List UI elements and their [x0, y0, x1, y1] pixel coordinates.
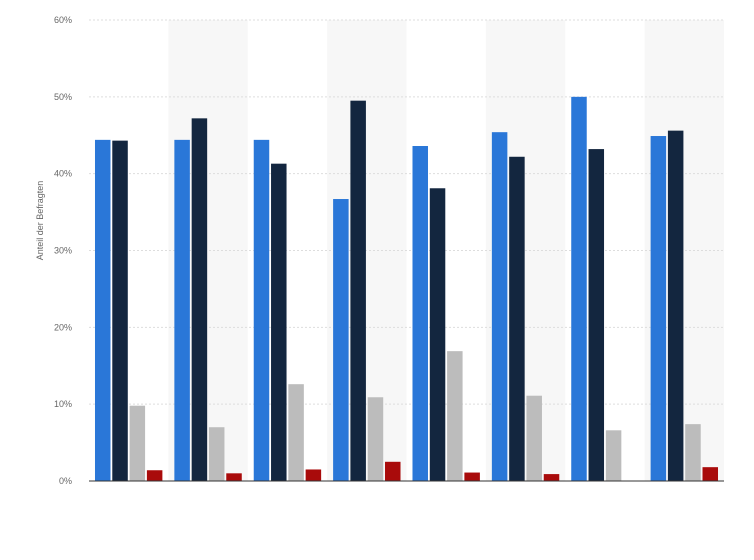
- bar[interactable]: [526, 395, 542, 481]
- y-tick-label: 40%: [54, 169, 72, 179]
- bar[interactable]: [174, 139, 190, 482]
- bar[interactable]: [464, 472, 480, 481]
- bar[interactable]: [543, 474, 560, 481]
- y-axis-ticks: 0% 10% 20% 30% 40% 50% 60%: [54, 15, 72, 486]
- bar[interactable]: [253, 139, 270, 482]
- bar[interactable]: [385, 461, 401, 481]
- bar[interactable]: [667, 130, 684, 481]
- bar[interactable]: [509, 156, 525, 481]
- y-axis-title: Anteil der Befragten: [35, 181, 45, 261]
- bar[interactable]: [571, 96, 587, 481]
- bars: [94, 96, 719, 482]
- bar[interactable]: [350, 100, 366, 482]
- bar[interactable]: [412, 146, 428, 482]
- y-tick-label: 10%: [54, 399, 72, 409]
- bar[interactable]: [146, 470, 163, 481]
- bar[interactable]: [491, 132, 508, 481]
- bar[interactable]: [129, 405, 146, 481]
- y-tick-label: 20%: [54, 322, 72, 332]
- bar[interactable]: [94, 139, 111, 482]
- bar[interactable]: [112, 140, 128, 481]
- bar[interactable]: [685, 424, 701, 481]
- bar[interactable]: [447, 351, 463, 481]
- bar[interactable]: [605, 430, 622, 481]
- bar[interactable]: [702, 467, 719, 481]
- y-tick-label: 0%: [59, 476, 72, 486]
- bar[interactable]: [226, 473, 242, 481]
- y-tick-label: 60%: [54, 15, 72, 25]
- bar[interactable]: [429, 188, 446, 481]
- bar[interactable]: [288, 384, 304, 481]
- y-tick-label: 50%: [54, 92, 72, 102]
- bar[interactable]: [333, 199, 349, 481]
- bar[interactable]: [271, 163, 287, 481]
- bar[interactable]: [305, 469, 322, 481]
- bar[interactable]: [367, 397, 384, 481]
- bar[interactable]: [208, 427, 225, 481]
- bar[interactable]: [191, 118, 208, 481]
- y-tick-label: 30%: [54, 246, 72, 256]
- bar[interactable]: [588, 149, 605, 481]
- bar[interactable]: [650, 136, 667, 482]
